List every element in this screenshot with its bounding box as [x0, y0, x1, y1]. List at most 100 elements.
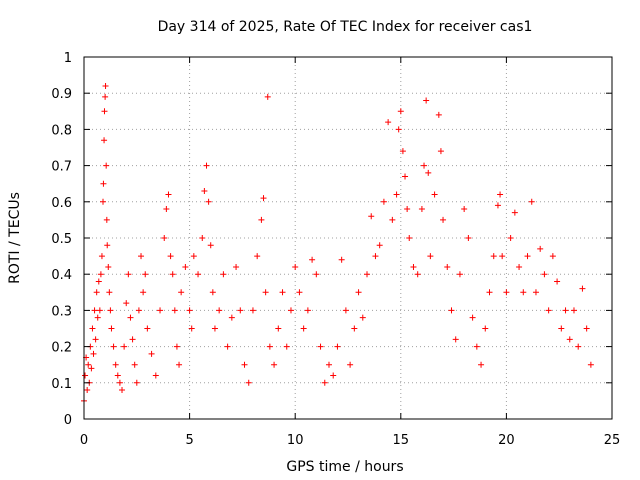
data-point: [178, 289, 185, 296]
data-point: [220, 271, 227, 278]
data-point: [334, 343, 341, 350]
data-point: [233, 263, 240, 270]
data-point: [138, 253, 145, 260]
data-point: [338, 256, 345, 263]
data-point: [127, 314, 134, 321]
data-point: [342, 307, 349, 314]
data-point: [532, 289, 539, 296]
data-point: [105, 263, 112, 270]
data-point: [152, 372, 159, 379]
data-point: [461, 206, 468, 213]
data-point: [541, 271, 548, 278]
data-point: [119, 387, 126, 394]
data-point: [108, 325, 115, 332]
data-point: [325, 361, 332, 368]
data-point: [562, 307, 569, 314]
data-point: [425, 169, 432, 176]
data-point: [112, 361, 119, 368]
data-point: [93, 289, 100, 296]
data-point: [490, 253, 497, 260]
data-point: [209, 289, 216, 296]
data-point: [228, 314, 235, 321]
data-point: [262, 289, 269, 296]
data-point: [203, 162, 210, 169]
data-point: [157, 307, 164, 314]
data-point: [440, 216, 447, 223]
data-point: [570, 307, 577, 314]
data-point: [224, 343, 231, 350]
data-point: [524, 253, 531, 260]
data-point: [91, 307, 98, 314]
data-point: [380, 198, 387, 205]
data-point: [106, 289, 113, 296]
y-tick-label: 0.3: [51, 304, 72, 319]
data-point: [355, 289, 362, 296]
y-axis-label: ROTI / TECUs: [7, 192, 23, 284]
y-tick-labels: 0 0.1 0.2 0.3 0.4 0.5 0.6 0.7 0.8 0.9 1: [51, 51, 72, 428]
x-tick-label: 5: [185, 433, 193, 448]
y-tick-label: 0.8: [51, 123, 72, 138]
data-point: [92, 336, 99, 343]
data-point: [406, 235, 413, 241]
data-point: [283, 343, 290, 350]
data-point: [171, 307, 178, 314]
data-point: [359, 314, 366, 321]
data-point: [347, 361, 354, 368]
data-point: [95, 278, 102, 285]
data-point: [435, 111, 442, 118]
data-point: [503, 289, 510, 296]
chart-title: Day 314 of 2025, Rate Of TEC Index for r…: [158, 19, 533, 35]
data-point: [482, 325, 489, 332]
data-point: [241, 361, 248, 368]
data-point: [131, 361, 138, 368]
data-point: [84, 387, 91, 394]
data-point: [96, 307, 103, 314]
data-point: [133, 379, 140, 386]
data-point: [201, 187, 208, 194]
data-point: [144, 325, 151, 332]
data-point: [528, 198, 535, 205]
data-point: [100, 180, 107, 187]
data-point: [97, 271, 104, 278]
data-point: [313, 271, 320, 278]
data-point: [304, 307, 311, 314]
data-point: [279, 289, 286, 296]
data-point: [465, 235, 472, 241]
data-point: [163, 206, 170, 213]
data-point: [402, 173, 409, 180]
data-point: [104, 242, 111, 249]
data-point: [161, 235, 168, 241]
data-point: [296, 289, 303, 296]
data-point: [364, 271, 371, 278]
data-point: [107, 307, 114, 314]
data-point: [499, 253, 506, 260]
data-point: [516, 263, 523, 270]
data-point: [173, 343, 180, 350]
data-point: [300, 325, 307, 332]
data-point: [148, 350, 155, 357]
data-point: [321, 379, 328, 386]
data-point: [520, 289, 527, 296]
data-point: [142, 271, 149, 278]
data-points: [81, 82, 594, 404]
data-point: [566, 336, 573, 343]
data-point: [82, 372, 89, 379]
y-tick-label: 0.1: [51, 377, 72, 392]
data-point: [404, 206, 411, 213]
data-point: [188, 325, 195, 332]
data-point: [399, 148, 406, 155]
data-point: [103, 162, 110, 169]
data-point: [414, 271, 421, 278]
y-tick-label: 0.7: [51, 160, 72, 175]
data-point: [264, 93, 271, 100]
x-tick-label: 10: [287, 433, 304, 448]
data-point: [456, 271, 463, 278]
data-point: [478, 361, 485, 368]
data-point: [100, 198, 107, 205]
data-point: [393, 191, 400, 198]
data-point: [410, 263, 417, 270]
y-tick-label: 1: [64, 51, 72, 66]
data-point: [205, 198, 212, 205]
data-point: [309, 256, 316, 263]
x-tick-label: 25: [604, 433, 621, 448]
